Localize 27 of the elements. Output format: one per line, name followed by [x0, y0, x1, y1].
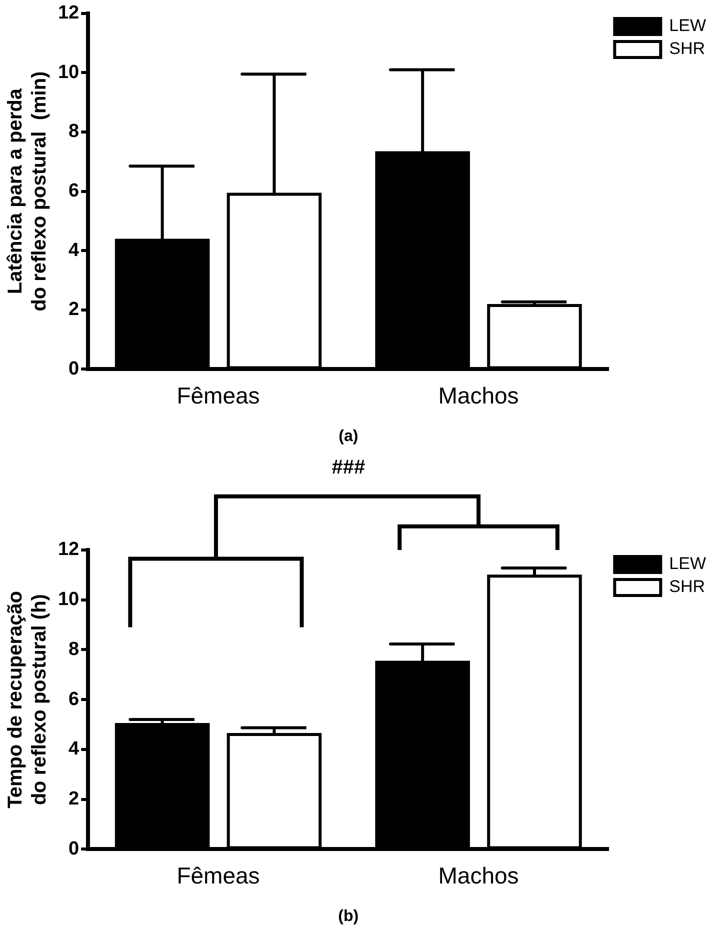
x-tick-label: Fêmeas	[176, 382, 260, 408]
y-tick-label: 2	[68, 788, 80, 810]
y-tick-label: 6	[68, 688, 80, 710]
legend-label: LEW	[669, 554, 706, 574]
y-tick-label: 12	[58, 2, 80, 24]
y-tick-label: 6	[68, 180, 80, 202]
legend-label: SHR	[669, 577, 706, 596]
x-tick-label: Machos	[438, 862, 519, 888]
y-tick-label: 2	[68, 299, 80, 320]
y-tick-label: 8	[68, 121, 80, 142]
x-tick-label: Fêmeas	[176, 862, 260, 888]
legend-label: LEW	[669, 16, 706, 36]
y-tick-label: 10	[58, 589, 80, 610]
y-tick-label: 4	[68, 240, 80, 261]
y-tick-label: 8	[68, 638, 80, 660]
y-axis-title: Tempo de recuperação do reflexo postural (h)	[4, 590, 51, 808]
y-tick-label: 0	[68, 358, 80, 380]
x-tick-label: Machos	[438, 382, 519, 408]
y-tick-label: 4	[68, 738, 80, 760]
y-tick-label: 0	[68, 838, 80, 860]
x-axis-title: (a)	[338, 428, 358, 445]
y-axis-title: Latência para a perda do reflexo postural (min)	[4, 71, 51, 312]
x-axis-title: (b)	[338, 908, 359, 925]
legend-label: SHR	[669, 39, 706, 58]
text: ###	[332, 456, 366, 479]
y-tick-label: 10	[58, 62, 80, 83]
y-tick-label: 12	[58, 539, 80, 560]
